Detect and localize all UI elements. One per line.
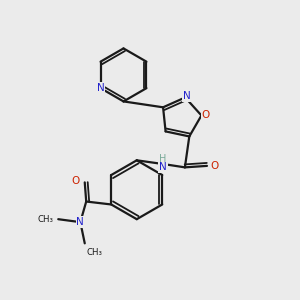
Text: O: O	[202, 110, 210, 121]
Text: CH₃: CH₃	[86, 248, 102, 257]
Text: O: O	[210, 161, 218, 171]
Text: N: N	[97, 83, 104, 93]
Text: N: N	[159, 162, 167, 172]
Text: H: H	[159, 154, 166, 164]
Text: CH₃: CH₃	[38, 215, 54, 224]
Text: N: N	[76, 217, 84, 227]
Text: N: N	[183, 91, 190, 101]
Text: O: O	[72, 176, 80, 186]
